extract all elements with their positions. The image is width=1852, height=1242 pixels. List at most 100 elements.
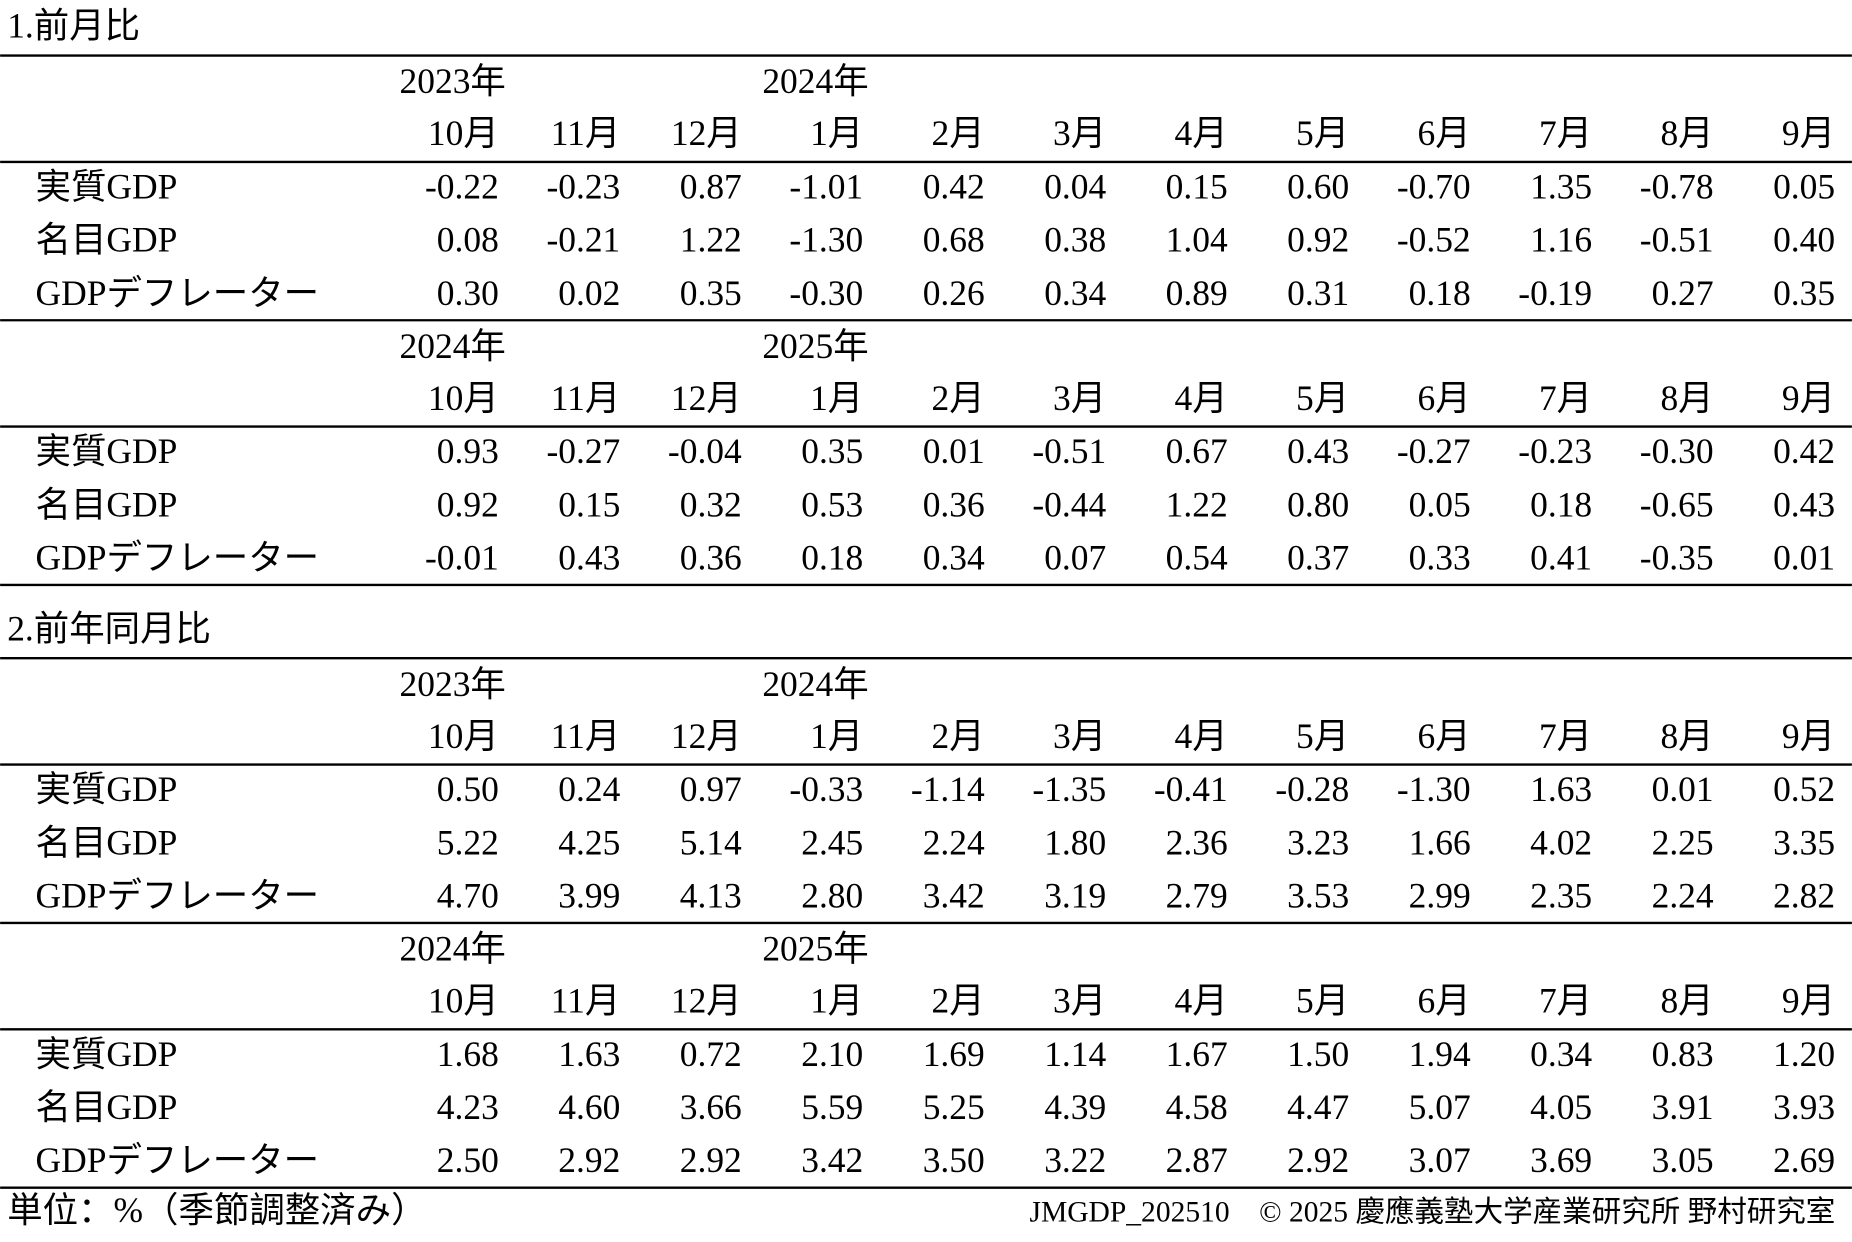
cell-value: 0.35 [801,431,863,471]
month-label: 11月 [551,378,621,418]
row-label: 実質GDP [36,769,178,809]
cell-value: 1.22 [680,220,742,260]
cell-value: 3.19 [1044,875,1106,915]
month-label: 2月 [932,378,985,418]
row-label: 名目GDP [36,220,178,260]
row-label: 実質GDP [36,1034,178,1074]
month-label: 6月 [1417,378,1470,418]
year-label: 2023年 [400,664,506,704]
cell-value: 0.38 [1044,220,1106,260]
month-label: 4月 [1175,113,1228,153]
cell-value: 2.79 [1166,875,1228,915]
month-label: 4月 [1175,981,1228,1021]
month-label: 1月 [810,981,863,1021]
cell-value: 1.63 [558,1034,620,1074]
cell-value: 0.41 [1530,537,1592,577]
cell-value: 2.45 [801,822,863,862]
cell-value: 0.35 [680,273,742,313]
year-label: 2025年 [762,929,868,969]
month-label: 10月 [428,113,499,153]
unit-note: 単位：%（季節調整済み） [7,1190,426,1230]
cell-value: 0.34 [923,537,985,577]
cell-value: 1.20 [1773,1034,1835,1074]
cell-value: 0.18 [1530,484,1592,524]
cell-value: 1.14 [1044,1034,1106,1074]
cell-value: 0.35 [1773,273,1835,313]
month-label: 9月 [1782,113,1835,153]
cell-value: 5.07 [1409,1087,1471,1127]
row-label: 実質GDP [36,166,178,206]
cell-value: 0.07 [1044,537,1106,577]
month-label: 4月 [1175,716,1228,756]
year-label: 2023年 [400,61,506,101]
year-label: 2024年 [400,929,506,969]
cell-value: -0.23 [546,166,620,206]
cell-value: -0.27 [1397,431,1471,471]
cell-value: 0.27 [1652,273,1714,313]
cell-value: 1.35 [1530,166,1592,206]
cell-value: 0.43 [1773,484,1835,524]
cell-value: 1.68 [437,1034,499,1074]
month-label: 3月 [1053,378,1106,418]
cell-value: 3.35 [1773,822,1835,862]
cell-value: 3.50 [923,1140,985,1180]
year-label: 2024年 [400,326,506,366]
source-note: JMGDP_202510 © 2025 慶應義塾大学産業研究所 野村研究室 [1029,1196,1835,1229]
cell-value: 0.24 [558,769,620,809]
cell-value: 0.42 [1773,431,1835,471]
cell-value: -0.30 [1640,431,1714,471]
cell-value: -1.30 [789,220,863,260]
cell-value: 2.99 [1409,875,1471,915]
cell-value: 3.91 [1652,1087,1714,1127]
cell-value: 0.60 [1287,166,1349,206]
cell-value: 0.26 [923,273,985,313]
month-label: 11月 [551,981,621,1021]
cell-value: 4.39 [1044,1087,1106,1127]
cell-value: 0.93 [437,431,499,471]
cell-value: 2.36 [1166,822,1228,862]
cell-value: -1.35 [1032,769,1106,809]
month-label: 12月 [671,113,742,153]
cell-value: 0.04 [1044,166,1106,206]
cell-value: 2.10 [801,1034,863,1074]
year-label: 2025年 [762,326,868,366]
cell-value: 0.43 [1287,431,1349,471]
month-label: 10月 [428,981,499,1021]
cell-value: 0.02 [558,273,620,313]
cell-value: -0.52 [1397,220,1471,260]
month-label: 12月 [671,981,742,1021]
month-label: 9月 [1782,981,1835,1021]
cell-value: 4.60 [558,1087,620,1127]
month-label: 10月 [428,378,499,418]
month-label: 3月 [1053,981,1106,1021]
cell-value: -1.14 [911,769,985,809]
month-label: 1月 [810,716,863,756]
cell-value: 0.36 [923,484,985,524]
cell-value: 1.63 [1530,769,1592,809]
month-label: 3月 [1053,716,1106,756]
cell-value: 4.25 [558,822,620,862]
cell-value: 1.80 [1044,822,1106,862]
cell-value: 0.97 [680,769,742,809]
section-title: 2.前年同月比 [7,608,211,648]
cell-value: -0.27 [546,431,620,471]
cell-value: 2.24 [1652,875,1714,915]
cell-value: 0.54 [1166,537,1228,577]
cell-value: 3.66 [680,1087,742,1127]
cell-value: 1.50 [1287,1034,1349,1074]
month-label: 5月 [1296,378,1349,418]
cell-value: 4.02 [1530,822,1592,862]
cell-value: 1.69 [923,1034,985,1074]
cell-value: -0.51 [1640,220,1714,260]
cell-value: 3.05 [1652,1140,1714,1180]
cell-value: 0.50 [437,769,499,809]
month-label: 2月 [932,716,985,756]
cell-value: 0.43 [558,537,620,577]
cell-value: 0.92 [1287,220,1349,260]
month-label: 12月 [671,716,742,756]
cell-value: 4.47 [1287,1087,1349,1127]
cell-value: -0.21 [546,220,620,260]
cell-value: -0.23 [1518,431,1592,471]
cell-value: 2.92 [1287,1140,1349,1180]
cell-value: -0.19 [1518,273,1592,313]
